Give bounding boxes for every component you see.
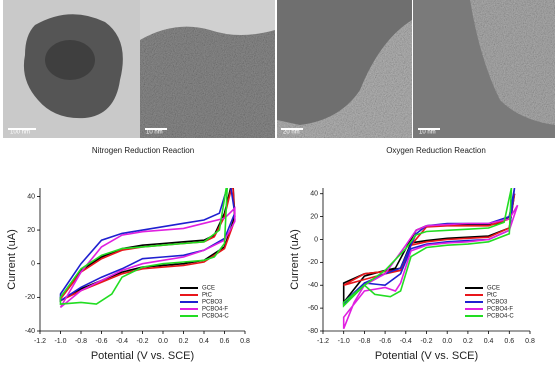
x-tick-label: -1.0 bbox=[338, 338, 350, 345]
caption: Nitrogen Reduction Reaction bbox=[92, 146, 194, 155]
scale-bar-label: 100 nm bbox=[10, 130, 30, 136]
legend-label: GCE bbox=[487, 286, 500, 292]
x-axis-label: Potential (V vs. SCE) bbox=[375, 350, 478, 362]
tem-images: 100 nm 10 nm 20 nm 10 nm bbox=[3, 0, 555, 138]
scale-bar-label: 10 nm bbox=[146, 130, 163, 136]
x-tick-label: -0.2 bbox=[136, 338, 148, 345]
x-tick-label: -0.4 bbox=[116, 338, 128, 345]
caption: Oxygen Reduction Reaction bbox=[386, 146, 486, 155]
y-axis-label: Current (uA) bbox=[6, 229, 18, 290]
scale-bar bbox=[418, 128, 440, 130]
legend-label: GCE bbox=[202, 286, 215, 292]
scale-bar-label: 10 nm bbox=[419, 130, 436, 136]
background-region bbox=[140, 0, 275, 40]
y-tick-label: 40 bbox=[310, 191, 318, 198]
y-tick-label: 20 bbox=[310, 213, 318, 220]
particle-core bbox=[45, 40, 95, 80]
cv-curve bbox=[59, 206, 236, 309]
y-tick-label: 0 bbox=[314, 236, 318, 243]
cv-curve bbox=[342, 204, 519, 329]
x-tick-label: 0.2 bbox=[179, 338, 189, 345]
scale-bar bbox=[145, 128, 167, 130]
x-tick-label: 0.4 bbox=[484, 338, 494, 345]
y-tick-label: 0 bbox=[31, 261, 35, 268]
legend-label: PCBO3 bbox=[487, 300, 508, 306]
x-tick-label: -0.6 bbox=[379, 338, 391, 345]
x-tick-label: -0.8 bbox=[75, 338, 87, 345]
scale-bar bbox=[281, 128, 303, 130]
x-tick-label: -1.0 bbox=[54, 338, 66, 345]
x-tick-label: 0.8 bbox=[240, 338, 250, 345]
x-tick-label: 0.6 bbox=[220, 338, 230, 345]
cv-curve bbox=[342, 188, 513, 308]
plot-area bbox=[59, 188, 236, 309]
x-axis-label: Potential (V vs. SCE) bbox=[91, 350, 194, 362]
x-tick-label: -0.2 bbox=[420, 338, 432, 345]
scale-bar-label: 20 nm bbox=[283, 130, 300, 136]
y-tick-label: 40 bbox=[27, 193, 35, 200]
particle bbox=[277, 0, 412, 125]
y-tick-label: -40 bbox=[25, 328, 35, 335]
legend-label: PCBO4-F bbox=[487, 307, 513, 313]
y-tick-label: -40 bbox=[308, 282, 318, 289]
cv-curve bbox=[342, 188, 516, 307]
cv-curve bbox=[59, 188, 228, 305]
y-tick-label: 20 bbox=[27, 227, 35, 234]
scale-bar bbox=[8, 128, 36, 130]
x-tick-label: -1.2 bbox=[317, 338, 329, 345]
y-tick-label: -80 bbox=[308, 328, 318, 335]
x-tick-label: 0.2 bbox=[463, 338, 473, 345]
x-tick-label: 0.0 bbox=[158, 338, 168, 345]
y-tick-label: -20 bbox=[308, 259, 318, 266]
x-tick-label: -0.8 bbox=[358, 338, 370, 345]
cv-curve bbox=[59, 188, 236, 302]
legend-label: PtC bbox=[202, 293, 213, 299]
legend-label: PCBO4-C bbox=[487, 314, 514, 320]
x-tick-label: 0.6 bbox=[504, 338, 514, 345]
x-tick-label: -0.6 bbox=[95, 338, 107, 345]
legend-label: PCBO4-C bbox=[202, 314, 229, 320]
x-tick-label: 0.4 bbox=[199, 338, 209, 345]
particle bbox=[413, 0, 555, 138]
legend-label: PCBO3 bbox=[202, 300, 223, 306]
x-tick-label: 0.0 bbox=[442, 338, 452, 345]
y-tick-label: -20 bbox=[25, 294, 35, 301]
plot-area bbox=[342, 188, 519, 329]
y-axis-label: Current (uA) bbox=[289, 229, 301, 290]
x-tick-label: -1.2 bbox=[34, 338, 46, 345]
y-tick-label: -60 bbox=[308, 305, 318, 312]
x-tick-label: 0.8 bbox=[525, 338, 535, 345]
legend-label: PtC bbox=[487, 293, 498, 299]
x-tick-label: -0.4 bbox=[400, 338, 412, 345]
legend-label: PCBO4-F bbox=[202, 307, 228, 313]
